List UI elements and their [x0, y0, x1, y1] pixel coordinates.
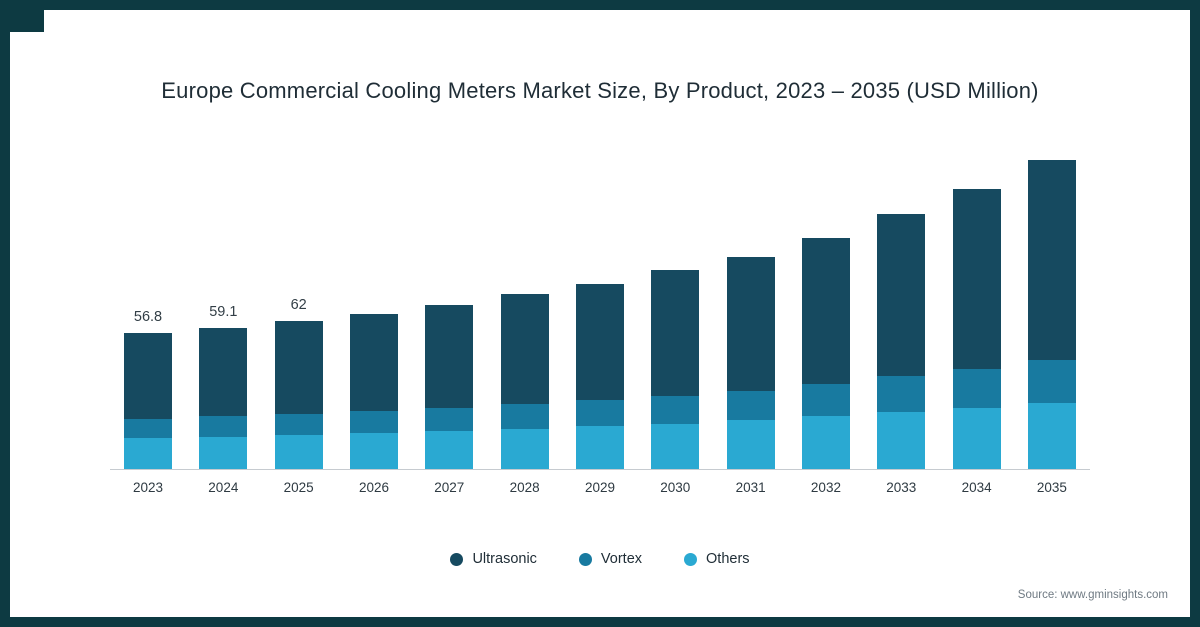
segment-vortex-2035 [1027, 360, 1076, 404]
segment-vortex-2026 [349, 411, 398, 434]
segment-vortex-2034 [952, 368, 1001, 408]
legend-item-others: Others [684, 551, 750, 567]
bar-2028 [500, 294, 549, 469]
segment-ultrasonic-2033 [877, 214, 926, 376]
segment-ultrasonic-2026 [349, 313, 398, 412]
ultrasonic-legend-dot-icon [450, 552, 464, 566]
x-axis-line [110, 469, 1090, 470]
bar-2031 [726, 257, 775, 469]
segment-ultrasonic-2025 [274, 320, 323, 414]
bar-2034 [952, 189, 1001, 469]
segment-ultrasonic-2024 [199, 327, 248, 417]
segment-ultrasonic-2027 [425, 305, 474, 409]
segment-others-2029 [575, 426, 624, 469]
source-attribution: Source: www.gminsights.com [1017, 589, 1168, 601]
others-legend-dot-icon [684, 552, 698, 566]
segment-vortex-2028 [500, 404, 549, 429]
segment-others-2031 [726, 420, 775, 469]
x-tick-2027: 2027 [434, 480, 465, 495]
bar-2029 [575, 283, 624, 469]
bar-2030 [651, 270, 700, 469]
x-tick-2031: 2031 [735, 480, 766, 495]
segment-ultrasonic-2035 [1027, 160, 1076, 361]
segment-ultrasonic-2034 [952, 189, 1001, 369]
legend-item-vortex: Vortex [578, 551, 643, 567]
stacked-bar-chart: 56.8 59.1 62 [110, 134, 1090, 470]
segment-vortex-2027 [425, 408, 474, 432]
segment-others-2030 [651, 423, 700, 469]
segment-ultrasonic-2029 [575, 283, 624, 401]
x-tick-2033: 2033 [886, 480, 917, 495]
x-tick-2034: 2034 [961, 480, 992, 495]
x-tick-2035: 2035 [1036, 480, 1067, 495]
segment-ultrasonic-2023 [124, 333, 172, 419]
segment-others-2028 [500, 428, 549, 469]
bar-value-label: 56.8 [133, 309, 163, 326]
bar-2026 [349, 313, 398, 469]
bar-2023: 56.8 [124, 309, 172, 469]
segment-others-2034 [952, 408, 1001, 469]
segment-vortex-2025 [274, 413, 323, 435]
segment-others-2025 [274, 434, 323, 469]
x-tick-2026: 2026 [358, 480, 389, 495]
segment-vortex-2030 [651, 395, 700, 424]
segment-ultrasonic-2031 [726, 257, 775, 391]
bar-value-label: 59.1 [209, 303, 238, 320]
x-tick-2023: 2023 [132, 480, 164, 495]
legend: Ultrasonic Vortex Others [10, 551, 1190, 567]
segment-vortex-2023 [124, 418, 172, 438]
bar-2027 [425, 305, 474, 469]
segment-vortex-2029 [575, 400, 624, 427]
bar-2025: 62 [274, 297, 323, 469]
segment-others-2024 [199, 436, 248, 469]
bar-2035 [1027, 160, 1076, 469]
bar-2024: 59.1 [199, 304, 248, 469]
segment-others-2026 [349, 433, 398, 469]
segment-others-2027 [425, 431, 474, 469]
segment-others-2035 [1027, 403, 1076, 469]
bars: 56.8 59.1 62 [124, 134, 1076, 469]
segment-ultrasonic-2028 [500, 294, 549, 405]
corner-accent [10, 10, 44, 32]
x-tick-2025: 2025 [283, 480, 314, 495]
bar-2032 [801, 238, 850, 469]
segment-vortex-2024 [199, 416, 248, 437]
segment-others-2032 [801, 416, 850, 469]
legend-label-ultrasonic: Ultrasonic [472, 551, 537, 567]
segment-vortex-2032 [801, 384, 850, 417]
chart-title: Europe Commercial Cooling Meters Market … [161, 78, 1039, 103]
segment-vortex-2033 [877, 375, 926, 412]
x-tick-2030: 2030 [660, 480, 691, 495]
segment-vortex-2031 [726, 390, 775, 421]
legend-item-ultrasonic: Ultrasonic [450, 551, 537, 567]
vortex-legend-dot-icon [578, 552, 592, 566]
x-tick-2029: 2029 [584, 480, 615, 495]
legend-label-vortex: Vortex [600, 551, 643, 567]
legend-label-others: Others [706, 551, 750, 567]
segment-ultrasonic-2032 [801, 238, 850, 385]
bar-2033 [877, 214, 926, 469]
segment-others-2023 [124, 437, 172, 469]
x-axis-labels: 2023 2024 2025 2026 2027 2028 2029 2030 2031 2032… [110, 480, 1090, 495]
bar-value-label: 62 [290, 296, 307, 313]
x-tick-2032: 2032 [810, 480, 841, 495]
segment-ultrasonic-2030 [651, 270, 700, 396]
x-tick-2024: 2024 [208, 480, 239, 495]
segment-others-2033 [877, 411, 926, 469]
x-tick-2028: 2028 [509, 480, 540, 495]
